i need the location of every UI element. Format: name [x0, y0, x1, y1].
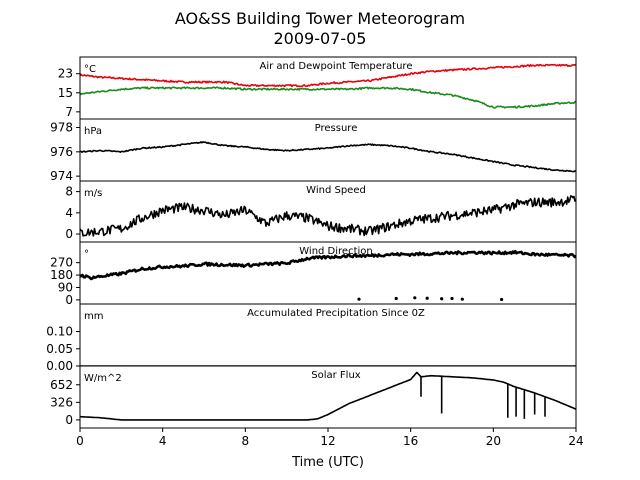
data-point: [413, 296, 417, 300]
y-tick-label: 7: [65, 105, 73, 119]
series-line: [80, 195, 576, 237]
data-point: [450, 296, 454, 301]
y-tick-label: 326: [50, 395, 73, 409]
panel-title: Solar Flux: [311, 370, 361, 381]
y-tick-label: 0.10: [46, 325, 73, 339]
data-point: [357, 297, 361, 301]
x-tick-label: 12: [320, 434, 335, 448]
y-tick-label: 90: [58, 280, 73, 294]
plot-area: [80, 249, 576, 302]
x-axis-label: Time (UTC): [291, 455, 364, 470]
x-tick-label: 8: [242, 434, 250, 448]
y-tick-label: 8: [65, 185, 73, 199]
panel-title: Pressure: [315, 123, 358, 134]
data-point: [425, 296, 429, 300]
unit-label: W/m^2: [84, 373, 122, 384]
unit-label: mm: [84, 311, 103, 322]
x-tick-label: 16: [403, 434, 418, 448]
series-line: [80, 371, 576, 421]
y-tick-label: 270: [50, 256, 73, 270]
x-tick-label: 20: [486, 434, 501, 448]
y-tick-label: 0: [65, 413, 73, 427]
data-point: [394, 296, 398, 301]
figure-title-line2: 2009-07-05: [274, 29, 367, 48]
y-tick-label: 4: [65, 206, 73, 220]
series-line: [80, 86, 576, 109]
panel-4: 0.10 0.05 0.00 Accumulated Precipitation Si…: [46, 303, 577, 373]
y-tick-label: 0.05: [46, 342, 73, 356]
y-tick-label: 974: [50, 169, 73, 183]
panel-title: Wind Speed: [306, 185, 366, 196]
data-point: [460, 297, 464, 301]
unit-label: °C: [84, 64, 96, 75]
panel-title: Wind Direction: [299, 246, 373, 257]
series-line: [80, 249, 576, 281]
y-tick-label: 15: [58, 86, 73, 100]
panel-5: 652 326 0 Solar Flux W/m^2: [50, 365, 577, 429]
unit-label: °: [84, 249, 89, 260]
panel-2: 8 4 0 Wind Speed m/s: [65, 180, 577, 243]
y-tick-label: 978: [50, 121, 73, 135]
panel-0: 23 15 7 Air and Dewpoint Temperature °C: [58, 56, 577, 120]
y-tick-label: 23: [58, 67, 73, 81]
series-line: [80, 63, 576, 88]
x-axis: 0 4 8 12 16 20 24: [76, 428, 584, 448]
plot-area: [80, 141, 576, 173]
plot-area: [80, 195, 576, 237]
x-tick-label: 24: [568, 434, 583, 448]
plot-area: [80, 63, 576, 109]
data-point: [500, 297, 504, 302]
unit-label: m/s: [84, 188, 102, 199]
y-tick-label: 0: [65, 293, 73, 307]
series-line: [80, 141, 576, 173]
panel-1: 978 976 974 Pressure hPa: [50, 118, 577, 183]
figure-title-line1: AO&SS Building Tower Meteorogram: [175, 9, 465, 28]
y-tick-label: 180: [50, 268, 73, 282]
plot-area: [80, 371, 576, 421]
y-tick-label: 0.00: [46, 359, 73, 373]
panel-title: Accumulated Precipitation Since 0Z: [247, 308, 425, 319]
y-tick-label: 976: [50, 145, 73, 159]
y-tick-label: 0: [65, 227, 73, 241]
x-tick-label: 4: [159, 434, 167, 448]
y-tick-label: 652: [50, 378, 73, 392]
unit-label: hPa: [84, 126, 102, 137]
data-point: [440, 297, 444, 301]
x-tick-label: 0: [76, 434, 84, 448]
panel-title: Air and Dewpoint Temperature: [260, 61, 413, 72]
